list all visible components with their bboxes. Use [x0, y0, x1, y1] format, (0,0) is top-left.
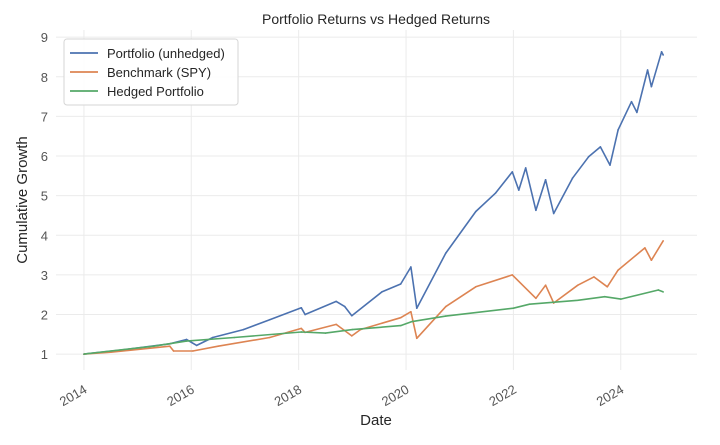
data-point: [494, 192, 497, 194]
data-point: [268, 336, 271, 339]
data-point: [593, 276, 595, 278]
data-point: [475, 210, 477, 213]
data-point: [662, 291, 664, 293]
data-point: [300, 306, 303, 309]
y-tick-labels: 1 2 3 4 5 6 7 8 9: [41, 30, 48, 362]
data-point: [242, 328, 245, 331]
data-point: [192, 350, 194, 352]
data-point: [324, 332, 327, 334]
legend-label: Benchmark (SPY): [107, 65, 211, 80]
series-lines: [83, 50, 664, 355]
data-point: [475, 285, 477, 288]
data-point: [415, 337, 418, 340]
data-point: [511, 274, 514, 276]
data-point: [399, 283, 402, 285]
data-point: [300, 331, 303, 333]
y-tick-label: 4: [41, 228, 48, 243]
y-tick-label: 9: [41, 30, 48, 45]
data-point: [83, 353, 85, 355]
data-point: [344, 305, 346, 308]
data-point: [415, 307, 418, 309]
data-point: [172, 350, 175, 352]
data-point: [399, 324, 402, 327]
data-point: [646, 69, 649, 71]
legend-label: Hedged Portfolio: [107, 84, 204, 99]
y-tick-label: 8: [41, 70, 48, 85]
legend: Portfolio (unhedged) Benchmark (SPY) Hedge…: [63, 38, 239, 106]
data-point: [636, 111, 638, 114]
data-point: [335, 300, 338, 303]
data-point: [399, 316, 402, 319]
data-point: [517, 189, 520, 191]
data-point: [335, 323, 338, 326]
data-point: [644, 247, 646, 249]
data-point: [511, 171, 514, 173]
y-tick-label: 1: [41, 347, 48, 362]
series-line-1: [83, 240, 664, 355]
data-point: [268, 318, 271, 321]
data-point: [512, 307, 515, 309]
y-tick-label: 7: [41, 109, 48, 124]
data-point: [617, 269, 619, 271]
data-point: [444, 305, 447, 308]
legend-label: Portfolio (unhedged): [107, 46, 225, 61]
y-tick-label: 5: [41, 189, 48, 204]
data-point: [544, 284, 547, 286]
data-point: [544, 178, 547, 181]
data-point: [577, 299, 579, 302]
data-point: [410, 320, 413, 323]
data-point: [381, 291, 383, 293]
data-point: [444, 252, 447, 254]
data-point: [185, 338, 188, 341]
data-point: [609, 164, 611, 166]
data-point: [528, 303, 531, 306]
data-point: [606, 285, 609, 288]
y-tick-label: 6: [41, 149, 48, 164]
data-point: [657, 289, 660, 291]
y-tick-label: 3: [41, 268, 48, 283]
data-point: [410, 310, 412, 313]
x-axis-label: Date: [360, 412, 392, 429]
data-point: [152, 345, 155, 348]
legend-box: [63, 38, 239, 106]
data-point: [233, 336, 236, 339]
data-point: [535, 297, 537, 300]
data-point: [304, 313, 306, 316]
data-point: [351, 328, 354, 331]
y-axis-label: Cumulative Growth: [14, 136, 31, 264]
data-point: [660, 50, 663, 53]
data-point: [577, 284, 579, 286]
data-point: [630, 100, 633, 103]
data-point: [603, 295, 606, 298]
data-point: [524, 167, 527, 169]
data-point: [444, 315, 447, 317]
data-point: [552, 212, 555, 215]
data-point: [662, 54, 664, 56]
data-point: [351, 335, 353, 337]
data-point: [195, 344, 198, 347]
data-point: [650, 85, 653, 88]
data-point: [211, 336, 214, 339]
data-point: [587, 156, 590, 158]
data-point: [535, 209, 537, 212]
data-point: [619, 298, 622, 300]
data-point: [185, 340, 188, 342]
data-point: [410, 266, 412, 268]
data-point: [351, 314, 353, 317]
data-point: [662, 240, 664, 242]
data-point: [599, 146, 602, 148]
chart-title: Portfolio Returns vs Hedged Returns: [262, 11, 490, 27]
y-tick-label: 2: [41, 308, 48, 323]
data-point: [169, 345, 171, 348]
data-point: [650, 259, 653, 262]
data-point: [617, 129, 619, 131]
data-point: [217, 345, 219, 348]
data-point: [300, 327, 303, 330]
data-point: [571, 177, 574, 180]
